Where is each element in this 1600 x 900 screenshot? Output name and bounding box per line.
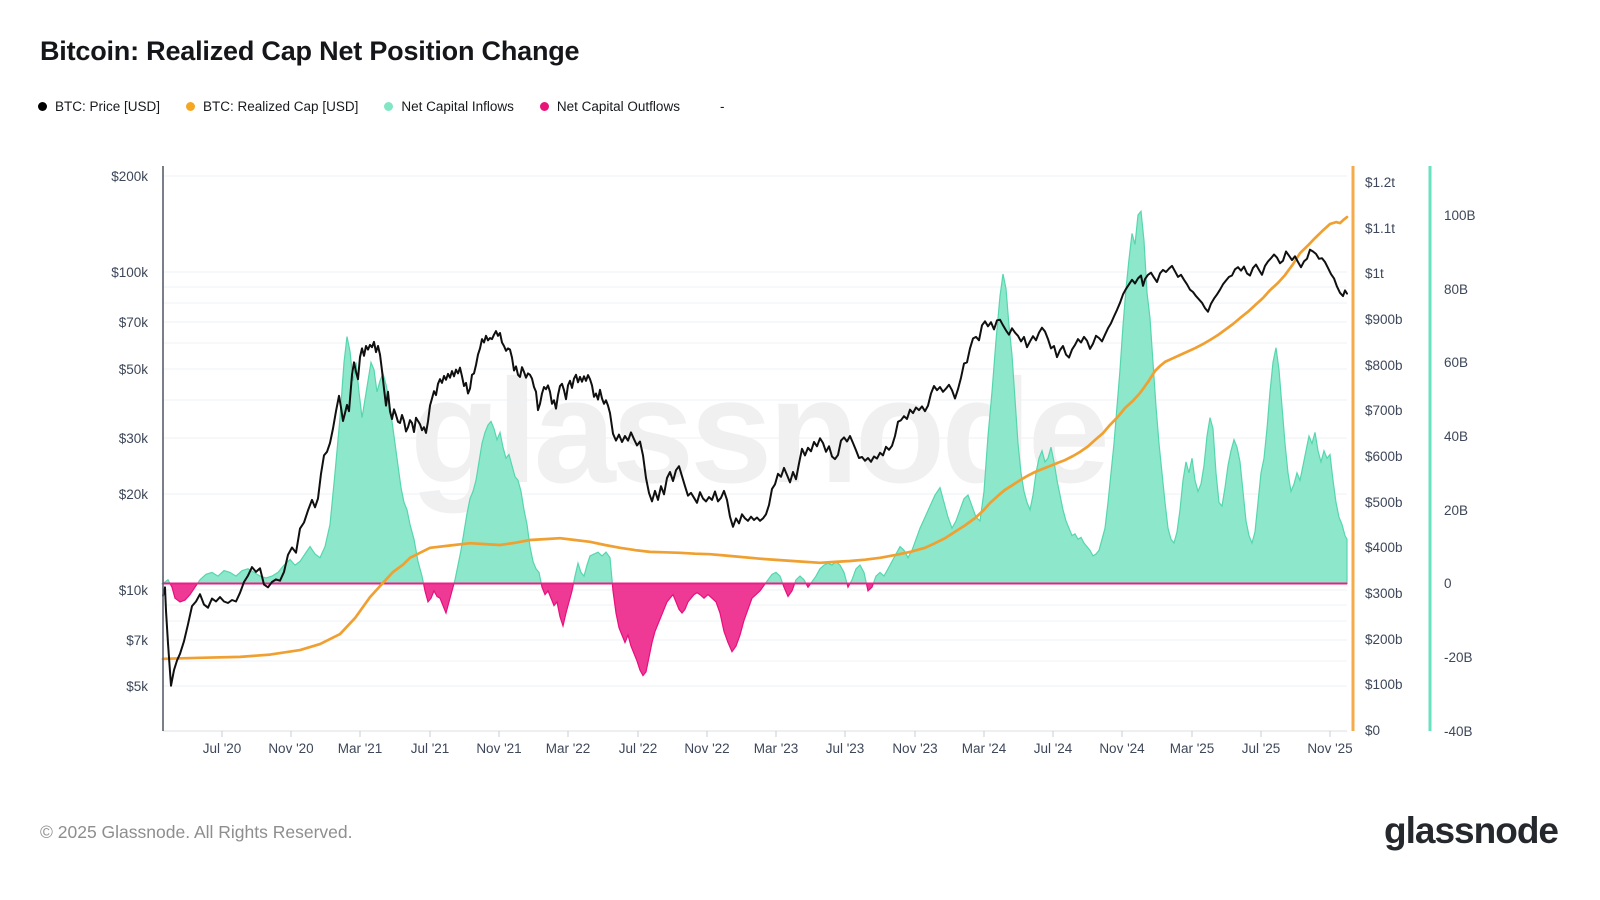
net-capital-outflows-area [161, 583, 1348, 677]
glassnode-logo[interactable]: glassnode [1384, 810, 1559, 851]
legend-dot-icon [384, 102, 394, 111]
legend-dot-icon [539, 102, 549, 111]
y-left-tick-label: $70k [119, 315, 149, 330]
copyright-text: © 2025 Glassnode. All Rights Reserved. [40, 822, 353, 842]
btc-price-line [162, 248, 1348, 687]
x-tick-label: Mar '24 [962, 741, 1007, 756]
y-right-flow-tick-label: 100B [1444, 208, 1476, 223]
y-right-flow-tick-label: 20B [1444, 503, 1468, 518]
y-right-cap-tick-label: $1.2t [1365, 175, 1395, 190]
y-left-tick-label: $7k [126, 633, 148, 648]
legend-dot-icon [38, 102, 47, 111]
legend-item-label: BTC: Price [USD] [55, 99, 161, 114]
x-tick-label: Mar '22 [546, 741, 591, 756]
y-right-cap-tick-label: $300b [1365, 586, 1403, 601]
y-right-cap-tick-label: $500b [1365, 495, 1403, 510]
x-tick-label: Jul '23 [826, 741, 865, 756]
y-left-tick-label: $200k [111, 169, 148, 184]
net-capital-inflows-area [161, 209, 1348, 584]
y-right-cap-tick-label: $900b [1365, 312, 1403, 327]
y-right-flow-tick-label: -40B [1444, 724, 1473, 739]
x-tick-label: Nov '25 [1307, 741, 1352, 756]
x-tick-label: Jul '20 [203, 741, 242, 756]
y-right-cap-tick-label: $100b [1365, 677, 1403, 692]
y-right-cap-tick-label: $1.1t [1365, 221, 1395, 236]
legend-item-label: Net Capital Inflows [401, 99, 514, 114]
legend-item-0[interactable]: BTC: Price [USD] [38, 99, 160, 114]
x-tick-label: Jul '22 [619, 741, 658, 756]
x-tick-label: Nov '21 [476, 741, 521, 756]
legend-item-3[interactable]: Net Capital Outflows [539, 99, 680, 114]
y-right-flow-tick-label: 80B [1444, 282, 1468, 297]
legend: BTC: Price [USD] BTC: Realized Cap [USD] N… [38, 99, 724, 114]
legend-trailing-dash: - [719, 99, 725, 114]
y-right-cap-tick-label: $200b [1365, 632, 1403, 647]
y-left-tick-label: $50k [119, 362, 149, 377]
y-left-tick-label: $100k [111, 265, 148, 280]
y-right-cap-tick-label: $400b [1365, 540, 1403, 555]
y-right-flow-tick-label: 0 [1444, 576, 1452, 591]
legend-item-label: BTC: Realized Cap [USD] [203, 99, 359, 114]
y-left-tick-label: $20k [119, 487, 149, 502]
x-tick-label: Nov '23 [892, 741, 937, 756]
y-right-flow-tick-label: -20B [1444, 650, 1473, 665]
y-right-cap-tick-label: $700b [1365, 403, 1403, 418]
x-tick-label: Jul '21 [411, 741, 450, 756]
x-tick-label: Nov '24 [1099, 741, 1145, 756]
chart-plot-area[interactable]: Jul '20 Nov '20 Mar '21 Jul '21 Nov '21 Mar '… [0, 0, 1600, 780]
y-left-tick-label: $10k [119, 583, 149, 598]
y-right-cap-tick-label: $0 [1365, 723, 1380, 738]
legend-dot-icon [186, 102, 196, 111]
x-tick-label: Jul '25 [1242, 741, 1281, 756]
x-tick-label: Mar '25 [1170, 741, 1215, 756]
y-left-tick-label: $5k [126, 679, 148, 694]
y-right-cap-tick-label: $600b [1365, 449, 1403, 464]
legend-item-2[interactable]: Net Capital Inflows [384, 99, 514, 114]
btc-realized-cap-line [161, 215, 1349, 661]
y-right-flow-tick-label: 40B [1444, 429, 1468, 444]
x-tick-label: Mar '23 [754, 741, 799, 756]
y-right-cap-tick-label: $1t [1365, 266, 1384, 281]
x-tick-label: Nov '20 [268, 741, 313, 756]
y-right-cap-tick-label: $800b [1365, 358, 1403, 373]
y-right-flow-tick-label: 60B [1444, 355, 1468, 370]
page-title: Bitcoin: Realized Cap Net Position Chang… [40, 36, 580, 66]
legend-item-label: Net Capital Outflows [556, 99, 680, 114]
legend-item-1[interactable]: BTC: Realized Cap [USD] [186, 99, 358, 114]
x-tick-label: Mar '21 [338, 741, 383, 756]
x-tick-label: Jul '24 [1034, 741, 1073, 756]
y-left-tick-label: $30k [119, 431, 149, 446]
x-tick-label: Nov '22 [684, 741, 729, 756]
